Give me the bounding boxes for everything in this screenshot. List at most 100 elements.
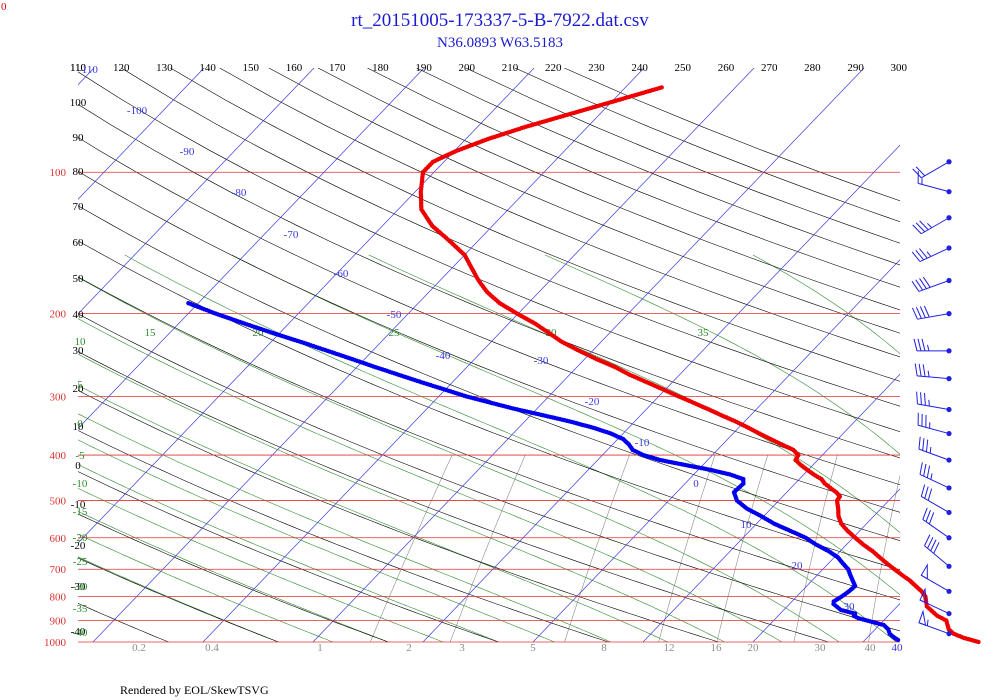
- theta-left-label: 60: [73, 237, 85, 249]
- isobar-label: 700: [50, 564, 67, 576]
- isobar-label: 800: [50, 591, 67, 603]
- moist-adiabat: [78, 277, 840, 642]
- theta-top-label: 300: [891, 62, 908, 74]
- wind-barb: [911, 245, 952, 263]
- isotherm-label: -20: [585, 396, 600, 408]
- wind-barb: [924, 534, 952, 569]
- mixing-ratio-line: [658, 455, 716, 642]
- wind-barb: [918, 609, 952, 637]
- moist-adiabat-left-label: 10: [75, 336, 87, 348]
- mixing-ratio-line: [449, 454, 526, 642]
- isotherm-line: [78, 68, 315, 315]
- wind-barb-full: [912, 224, 922, 235]
- wind-barb-flag: [919, 587, 927, 604]
- mixing-ratio-lines: [369, 454, 1000, 652]
- theta-top-label: 230: [588, 62, 605, 74]
- theta-left-label: 50: [73, 273, 85, 285]
- mixing-ratio-line: [369, 454, 453, 642]
- wind-barb-full: [912, 168, 922, 179]
- isobar-label: 600: [50, 533, 67, 545]
- wind-barb-dot: [946, 159, 952, 165]
- theta-top-label: 120: [113, 62, 130, 74]
- theta-top-label: 130: [156, 62, 173, 74]
- wind-barb-half: [926, 619, 929, 626]
- chart-subtitle: N36.0893 W63.5183: [437, 35, 563, 51]
- theta-left-label: -20: [71, 540, 86, 552]
- wind-barb: [914, 363, 952, 382]
- wind-barb-full: [914, 363, 918, 376]
- theta-top-label: 200: [459, 62, 476, 74]
- wind-barb-full: [911, 307, 918, 320]
- moist-adiabat-left-label: -10: [73, 478, 88, 490]
- wind-barb-staff: [917, 375, 950, 380]
- theta-left-label: 100: [70, 97, 87, 109]
- isotherm-line: [0, 50, 1, 652]
- mixing-ratio-label: 0.2: [132, 642, 146, 654]
- theta-top-label: 280: [804, 62, 821, 74]
- wind-barb: [916, 391, 952, 413]
- wind-barb-full: [923, 463, 927, 477]
- mixing-ratio-label: 40: [865, 642, 877, 654]
- mixing-ratio-line: [716, 455, 768, 642]
- dry-adiabat: [78, 170, 900, 513]
- wind-barb-full: [925, 439, 929, 452]
- mixing-ratio-label: 8: [601, 642, 607, 654]
- isotherm-line: [752, 488, 900, 642]
- wind-barb-full: [915, 279, 924, 291]
- isotherms: [0, 50, 900, 652]
- wind-barb-half: [926, 251, 932, 257]
- wind-barb: [919, 462, 952, 491]
- isotherm-label: -100: [127, 105, 148, 117]
- wind-barb-half: [930, 473, 933, 480]
- wind-barb-half: [927, 222, 933, 229]
- isobar-label: 300: [50, 391, 67, 403]
- dry-adiabats: [78, 68, 900, 642]
- moist-adiabat-left-label: -25: [73, 556, 88, 568]
- wind-barb-full: [919, 220, 929, 231]
- moist-adiabat-left-label: -35: [73, 603, 88, 615]
- wind-barbs: [911, 159, 952, 637]
- isotherm-label: 30: [844, 601, 856, 613]
- theta-top-label: 170: [329, 62, 346, 74]
- dry-adiabat: [219, 68, 900, 358]
- wind-barb-full: [922, 507, 928, 520]
- mixing-ratio-label: 5: [530, 642, 536, 654]
- mixing-ratio-line: [793, 455, 838, 642]
- moist-adiabat-label: 15: [145, 327, 157, 339]
- isotherm-label: -110: [78, 64, 98, 76]
- temperature-series: [418, 85, 981, 645]
- isotherm-label: -70: [284, 229, 299, 241]
- isotherm-label: 20: [792, 560, 804, 572]
- theta-top-label: 270: [761, 62, 778, 74]
- isotherm-line: [312, 68, 865, 642]
- dewpoint-point: [186, 301, 191, 306]
- theta-top-label: 150: [243, 62, 260, 74]
- isotherm-line: [642, 373, 900, 642]
- dry-adiabat: [78, 390, 720, 642]
- wind-barb-full: [916, 391, 918, 405]
- wind-barb-full: [922, 438, 925, 451]
- moist-adiabat: [78, 385, 669, 642]
- theta-top-label: 190: [415, 62, 432, 74]
- theta-left-label: 40: [73, 309, 85, 321]
- dewpoint-series: [186, 301, 901, 643]
- isotherm-label: -40: [436, 350, 451, 362]
- isotherm-label: -80: [232, 187, 247, 199]
- moist-adiabat-left-label: -40: [73, 627, 88, 639]
- isotherm-line: [78, 68, 95, 86]
- wind-barb-full: [923, 305, 930, 318]
- moist-adiabat-left-label: -5: [75, 450, 85, 462]
- isobar-label: 900: [50, 616, 67, 628]
- theta-left-label: 90: [73, 132, 85, 144]
- isotherm-line: [92, 68, 645, 642]
- wind-barb-dot: [946, 610, 952, 617]
- wind-barb-flag: [918, 609, 927, 626]
- mixing-ratio-label: 2: [406, 642, 412, 654]
- theta-top-label: 290: [847, 62, 864, 74]
- mixing-ratio-line: [985, 455, 1000, 652]
- wind-barb-staff: [917, 182, 950, 193]
- wind-barb-full: [919, 248, 928, 259]
- dry-adiabat: [78, 276, 900, 601]
- mixing-ratio-label: 0.4: [205, 642, 219, 654]
